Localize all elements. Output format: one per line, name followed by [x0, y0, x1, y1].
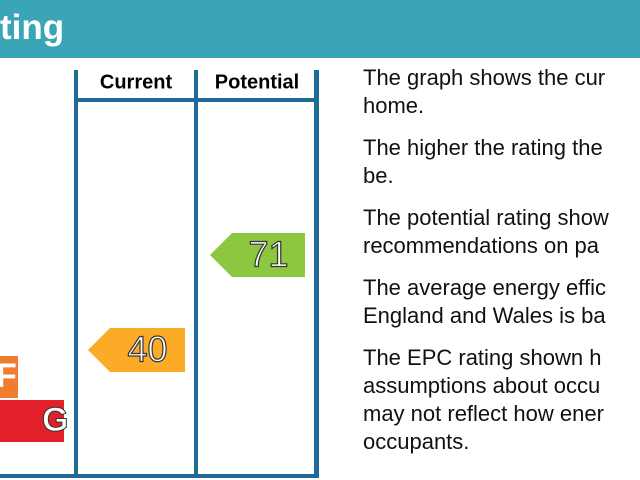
text-line: The higher the rating the: [363, 135, 603, 160]
band-letter: G: [42, 401, 68, 439]
bottom-border: [0, 474, 319, 478]
text-line: The EPC rating shown h: [363, 345, 602, 370]
header-border: [74, 98, 319, 102]
description: The graph shows the cur home. The higher t…: [363, 64, 640, 470]
rating-table: Current Potential FG 40 71: [0, 70, 319, 478]
rating-band: [0, 400, 64, 442]
band-letter: F: [0, 357, 17, 395]
column-border: [314, 70, 319, 478]
text-line: home.: [363, 93, 425, 118]
column-border: [74, 70, 78, 478]
paragraph: The higher the rating the be.: [363, 134, 640, 190]
header-title: ting: [0, 8, 65, 47]
paragraph: The graph shows the cur home.: [363, 64, 640, 120]
paragraph: The average energy effic England and Wale…: [363, 274, 640, 330]
text-line: England and Wales is ba: [363, 303, 606, 328]
rating-arrow: [210, 233, 305, 277]
paragraph: The potential rating show recommendations…: [363, 204, 640, 260]
rating-value: 40: [127, 329, 167, 370]
column-border: [194, 70, 198, 478]
text-line: The graph shows the cur: [363, 65, 606, 90]
text-line: assumptions about occu: [363, 373, 601, 398]
header-bar: ting: [0, 0, 640, 58]
rating-arrow: [88, 328, 185, 372]
rating-band: [0, 356, 18, 398]
text-line: The potential rating show: [363, 205, 609, 230]
rating-value: 71: [248, 234, 288, 275]
text-line: be.: [363, 163, 394, 188]
text-line: recommendations on pa: [363, 233, 600, 258]
text-line: occupants.: [363, 429, 470, 454]
column-header: Current: [100, 71, 173, 93]
column-header: Potential: [215, 71, 299, 93]
paragraph: The EPC rating shown h assumptions about …: [363, 344, 640, 456]
text-line: may not reflect how ener: [363, 401, 604, 426]
text-line: The average energy effic: [363, 275, 606, 300]
